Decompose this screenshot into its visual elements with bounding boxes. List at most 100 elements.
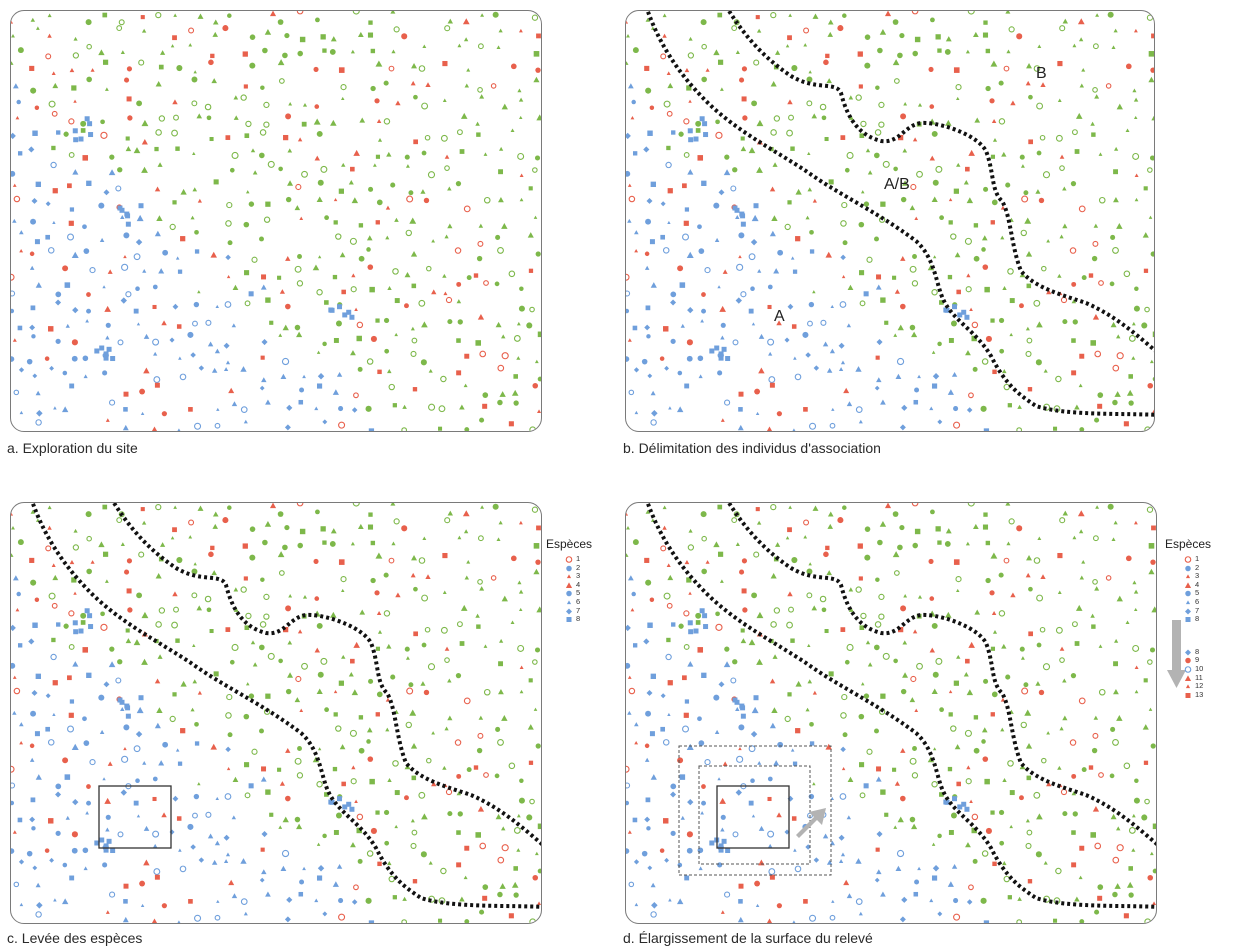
legend-number: 2 bbox=[1195, 562, 1200, 572]
legend-number: 6 bbox=[1195, 596, 1200, 606]
legend-number: 2 bbox=[576, 562, 581, 572]
legend-item: 6 bbox=[546, 596, 610, 607]
boundary-line-a-ab bbox=[645, 503, 1156, 909]
panel-enlargement bbox=[625, 502, 1157, 924]
species-dots bbox=[626, 11, 1154, 431]
arrow-down-icon bbox=[1165, 619, 1229, 688]
legend-item: 4 bbox=[546, 579, 610, 590]
legend-number: 4 bbox=[1195, 579, 1200, 589]
legend-item: 2 bbox=[1165, 562, 1229, 573]
species-symbol-icon bbox=[566, 600, 572, 605]
species-symbol-icon bbox=[1185, 591, 1191, 597]
legend-item: 7 bbox=[1165, 605, 1229, 616]
species-symbol-icon bbox=[1185, 658, 1191, 664]
species-symbol-icon bbox=[1185, 692, 1191, 698]
legend-number: 7 bbox=[1195, 605, 1200, 615]
zone-label-ab: A/B bbox=[884, 176, 910, 193]
legend-number: 5 bbox=[1195, 588, 1200, 598]
caption-exploration: a. Exploration du site bbox=[7, 440, 138, 456]
vegetation-scatter-a bbox=[11, 11, 541, 431]
legend-number: 8 bbox=[576, 614, 581, 624]
boundary-line-a-ab bbox=[645, 11, 1154, 417]
legend-item: 6 bbox=[1165, 596, 1229, 607]
legend-title: Espèces bbox=[546, 537, 593, 551]
legend-item: 11 bbox=[1165, 672, 1229, 683]
species-dots bbox=[626, 503, 1156, 923]
legend-item: 13 bbox=[1165, 689, 1229, 700]
species-symbol-icon bbox=[566, 591, 572, 597]
legend-number: 5 bbox=[576, 588, 581, 598]
vegetation-scatter-b: A A/B B bbox=[626, 11, 1154, 431]
species-symbol-icon bbox=[1185, 574, 1191, 579]
legend-number: 1 bbox=[1195, 554, 1200, 563]
legend-item: 2 bbox=[546, 562, 610, 573]
legend-item: 5 bbox=[546, 589, 610, 598]
species-symbol-icon bbox=[1184, 674, 1192, 681]
species-symbol-icon bbox=[1185, 617, 1191, 623]
legend-item: 10 bbox=[1165, 663, 1229, 674]
legend-item: 9 bbox=[1165, 656, 1229, 665]
legend-number: 11 bbox=[1195, 672, 1203, 682]
species-symbol-icon bbox=[1185, 684, 1191, 689]
legend-item: 1 bbox=[1165, 554, 1229, 564]
legend-title: Espèces bbox=[1165, 537, 1212, 551]
survey-plot-inner bbox=[716, 785, 790, 849]
species-symbol-icon bbox=[1184, 666, 1192, 673]
boundary-line-ab-b bbox=[111, 503, 541, 846]
legend-number: 9 bbox=[1195, 655, 1200, 665]
legend-item: 8 bbox=[1165, 615, 1229, 624]
legend-item: 3 bbox=[1165, 572, 1229, 581]
legend-item: 12 bbox=[1165, 682, 1229, 691]
legend-item: 5 bbox=[1165, 589, 1229, 598]
species-symbol-icon bbox=[1184, 556, 1192, 563]
species-dots bbox=[11, 503, 541, 923]
species-symbol-icon bbox=[1185, 565, 1191, 571]
legend-number: 4 bbox=[576, 579, 581, 589]
survey-plot-middle bbox=[698, 765, 811, 865]
species-symbol-icon bbox=[565, 582, 573, 588]
species-symbol-icon bbox=[566, 565, 572, 571]
legend-number: 1 bbox=[576, 554, 581, 563]
legend-number: 8 bbox=[1195, 614, 1200, 624]
boundary-line-ab-b bbox=[726, 503, 1156, 846]
species-symbol-icon bbox=[1185, 600, 1191, 605]
vegetation-scatter-d bbox=[626, 503, 1156, 923]
caption-enlargement: d. Élargissement de la surface du relevé bbox=[623, 930, 873, 946]
legend-item: 3 bbox=[546, 572, 610, 581]
legend-number: 3 bbox=[576, 571, 581, 581]
zone-label-b: B bbox=[1036, 65, 1047, 82]
species-symbol-icon bbox=[566, 608, 572, 615]
species-dots bbox=[11, 11, 541, 431]
legend-number: 6 bbox=[576, 596, 581, 606]
species-symbol-icon bbox=[566, 617, 572, 623]
legend-number: 13 bbox=[1195, 689, 1204, 699]
survey-plot-outer bbox=[678, 745, 832, 876]
panel-exploration bbox=[10, 10, 542, 432]
panel-delimitation: A A/B B bbox=[625, 10, 1155, 432]
caption-species-survey: c. Levée des espèces bbox=[7, 930, 143, 946]
legend-item: 8 bbox=[1165, 646, 1229, 657]
species-symbol-icon bbox=[566, 574, 572, 579]
species-symbol-icon bbox=[1185, 649, 1191, 656]
legend-number: 10 bbox=[1195, 663, 1204, 673]
zone-label-a: A bbox=[774, 308, 785, 325]
legend-item: 1 bbox=[546, 554, 610, 564]
survey-plot bbox=[98, 785, 172, 849]
legend-item: 7 bbox=[546, 605, 610, 616]
species-symbol-icon bbox=[1184, 582, 1192, 588]
boundary-line-a-ab bbox=[30, 503, 541, 909]
legend-number: 12 bbox=[1195, 681, 1204, 691]
legend-number: 7 bbox=[576, 605, 581, 615]
species-symbol-icon bbox=[565, 556, 573, 563]
boundary-line-ab-b bbox=[726, 11, 1154, 353]
vegetation-scatter-c bbox=[11, 503, 541, 923]
caption-delimitation: b. Délimitation des individus d'associat… bbox=[623, 440, 881, 456]
legend-item: 4 bbox=[1165, 579, 1229, 590]
legend-item: 8 bbox=[546, 615, 610, 624]
legend-number: 8 bbox=[1195, 646, 1200, 656]
species-symbol-icon bbox=[1185, 608, 1191, 615]
legend-number: 3 bbox=[1195, 571, 1200, 581]
arrow-up-right-icon bbox=[796, 808, 826, 838]
